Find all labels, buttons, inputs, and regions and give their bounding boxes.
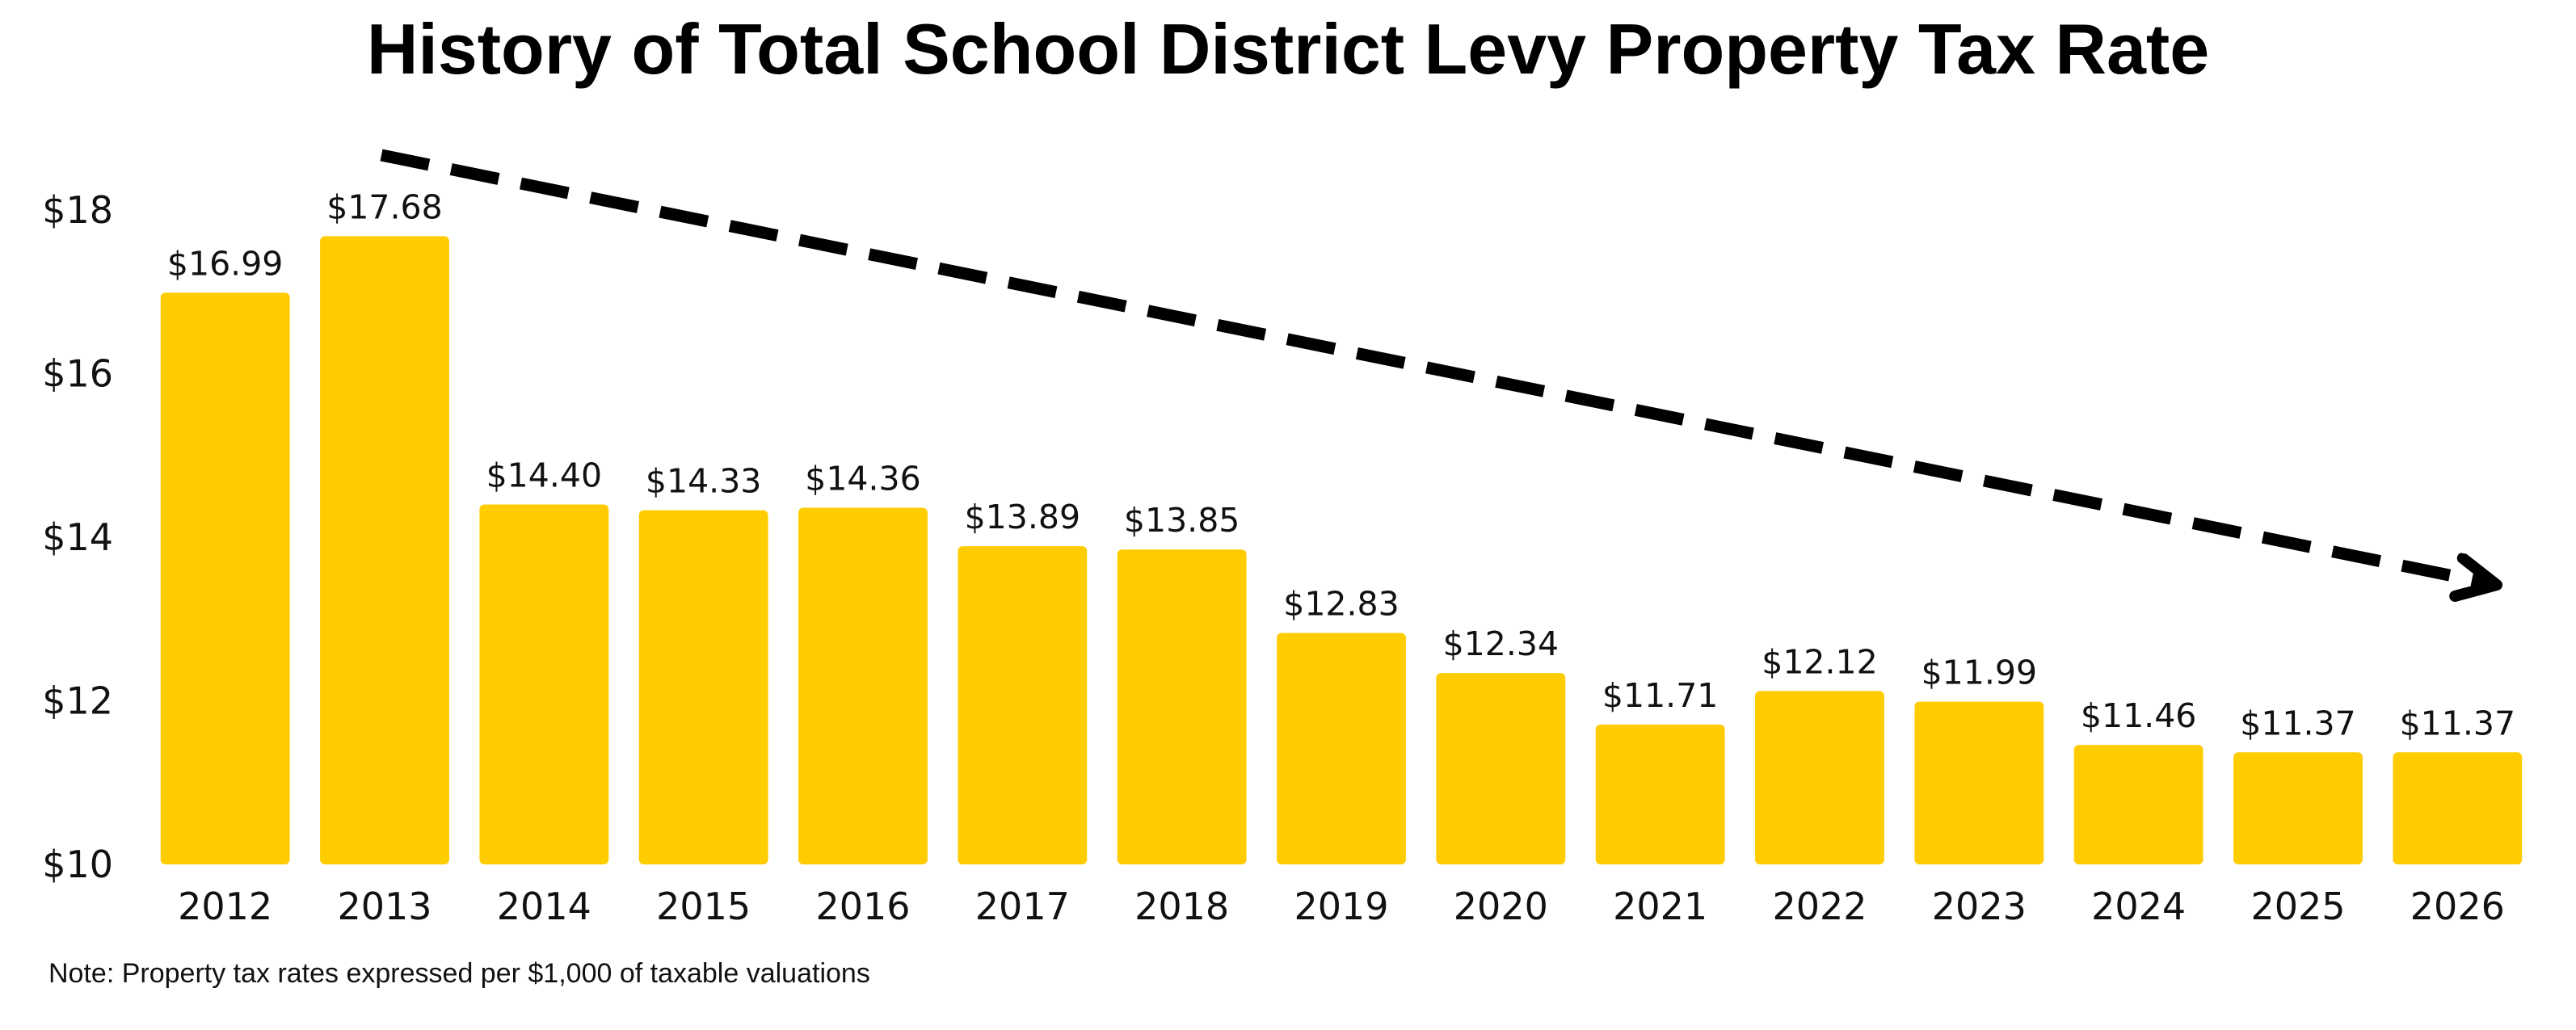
x-tick-label-2020: 2020 xyxy=(1454,885,1548,928)
bar-2012 xyxy=(160,292,290,864)
x-tick-label-2018: 2018 xyxy=(1134,885,1229,928)
data-label-2017: $13.89 xyxy=(965,498,1080,536)
bar-2022 xyxy=(1755,691,1884,864)
chart-title: History of Total School District Levy Pr… xyxy=(366,9,2210,89)
bar-2015 xyxy=(638,510,768,864)
bar-2023 xyxy=(1914,701,2044,864)
x-tick-label-2019: 2019 xyxy=(1294,885,1388,928)
data-label-2019: $12.83 xyxy=(1283,584,1399,623)
bars xyxy=(160,236,2523,864)
x-tick-label-2013: 2013 xyxy=(337,885,431,928)
y-tick-label: $18 xyxy=(42,188,113,232)
bar-2026 xyxy=(2393,752,2523,864)
bar-2013 xyxy=(320,236,449,864)
data-label-2026: $11.37 xyxy=(2400,704,2515,742)
data-label-2021: $11.71 xyxy=(1602,676,1718,715)
x-tick-label-2023: 2023 xyxy=(1932,885,2027,928)
x-tick-label-2025: 2025 xyxy=(2250,885,2345,928)
bar-2020 xyxy=(1436,673,1566,864)
data-label-2016: $14.36 xyxy=(805,460,920,498)
x-tick-label-2017: 2017 xyxy=(975,885,1070,928)
chart-note: Note: Property tax rates expressed per $… xyxy=(48,958,870,989)
x-tick-label-2022: 2022 xyxy=(1772,885,1867,928)
data-label-2020: $12.34 xyxy=(1443,624,1559,663)
data-labels: $16.99 $17.68 $14.40 $14.33 $14.36 $13.89 $13.… xyxy=(167,187,2515,742)
data-label-2013: $17.68 xyxy=(326,187,442,226)
bar-2025 xyxy=(2233,752,2363,864)
data-label-2022: $12.12 xyxy=(1762,642,1877,681)
y-tick-label: $10 xyxy=(42,843,113,886)
data-label-2012: $16.99 xyxy=(167,244,283,283)
data-label-2018: $13.85 xyxy=(1124,501,1240,540)
data-label-2014: $14.40 xyxy=(486,456,602,495)
x-tick-label-2026: 2026 xyxy=(2410,885,2505,928)
bar-2014 xyxy=(479,504,609,864)
x-tick-label-2024: 2024 xyxy=(2091,885,2186,928)
trend-arrow xyxy=(380,149,2497,585)
data-label-2015: $14.33 xyxy=(646,462,761,501)
x-tick-label-2012: 2012 xyxy=(178,885,272,928)
bar-2019 xyxy=(1277,633,1406,864)
y-axis: $10 $12 $14 $16 $18 xyxy=(42,188,113,886)
bar-2021 xyxy=(1595,724,1725,864)
y-tick-label: $14 xyxy=(42,515,113,559)
bar-2024 xyxy=(2073,745,2203,864)
y-tick-label: $12 xyxy=(42,679,113,723)
data-label-2024: $11.46 xyxy=(2081,696,2196,735)
bar-2016 xyxy=(798,507,928,864)
x-tick-label-2014: 2014 xyxy=(497,885,591,928)
x-tick-label-2016: 2016 xyxy=(815,885,910,928)
x-tick-label-2021: 2021 xyxy=(1613,885,1707,928)
y-tick-label: $16 xyxy=(42,352,113,396)
x-tick-label-2015: 2015 xyxy=(656,885,751,928)
bar-2018 xyxy=(1117,549,1247,864)
data-label-2023: $11.99 xyxy=(1921,654,2037,692)
x-axis: 2012 2013 2014 2015 2016 2017 2018 2019 2020 2021… xyxy=(178,885,2505,928)
data-label-2025: $11.37 xyxy=(2240,704,2355,742)
bar-2017 xyxy=(958,546,1088,864)
